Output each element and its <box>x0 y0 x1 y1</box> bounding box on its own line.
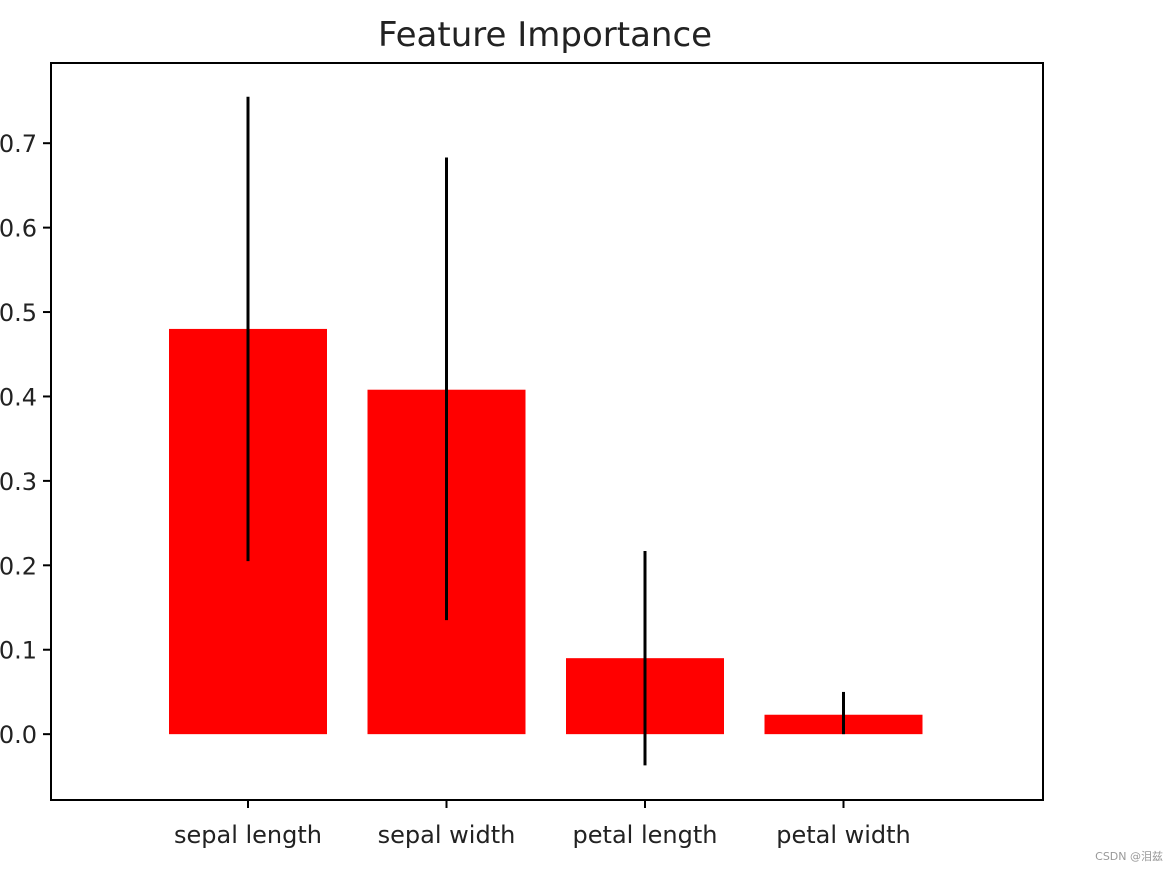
y-tick-label: 0.1 <box>0 637 37 665</box>
x-tick-label: sepal length <box>174 821 322 849</box>
x-axis-ticks: sepal length sepal width petal length petal… <box>174 800 911 849</box>
y-axis-ticks: 0.0 0.1 0.2 0.3 0.4 0.5 0.6 0.7 <box>0 130 51 749</box>
y-tick-label: 0.3 <box>0 468 37 496</box>
y-tick-label: 0.7 <box>0 130 37 158</box>
error-bars-layer <box>246 96 845 766</box>
y-tick-label: 0.5 <box>0 299 37 327</box>
chart-title: Feature Importance <box>378 15 712 55</box>
x-tick-label: petal length <box>573 821 718 849</box>
watermark: CSDN @泪兹 <box>1095 850 1163 863</box>
plot-frame <box>50 62 1044 801</box>
y-tick-label: 0.0 <box>0 721 37 749</box>
y-tick-label: 0.4 <box>0 383 37 411</box>
bars-layer <box>169 328 923 735</box>
x-tick-label: petal width <box>776 821 911 849</box>
y-tick-label: 0.2 <box>0 552 37 580</box>
x-tick-label: sepal width <box>378 821 516 849</box>
y-tick-label: 0.6 <box>0 215 37 243</box>
